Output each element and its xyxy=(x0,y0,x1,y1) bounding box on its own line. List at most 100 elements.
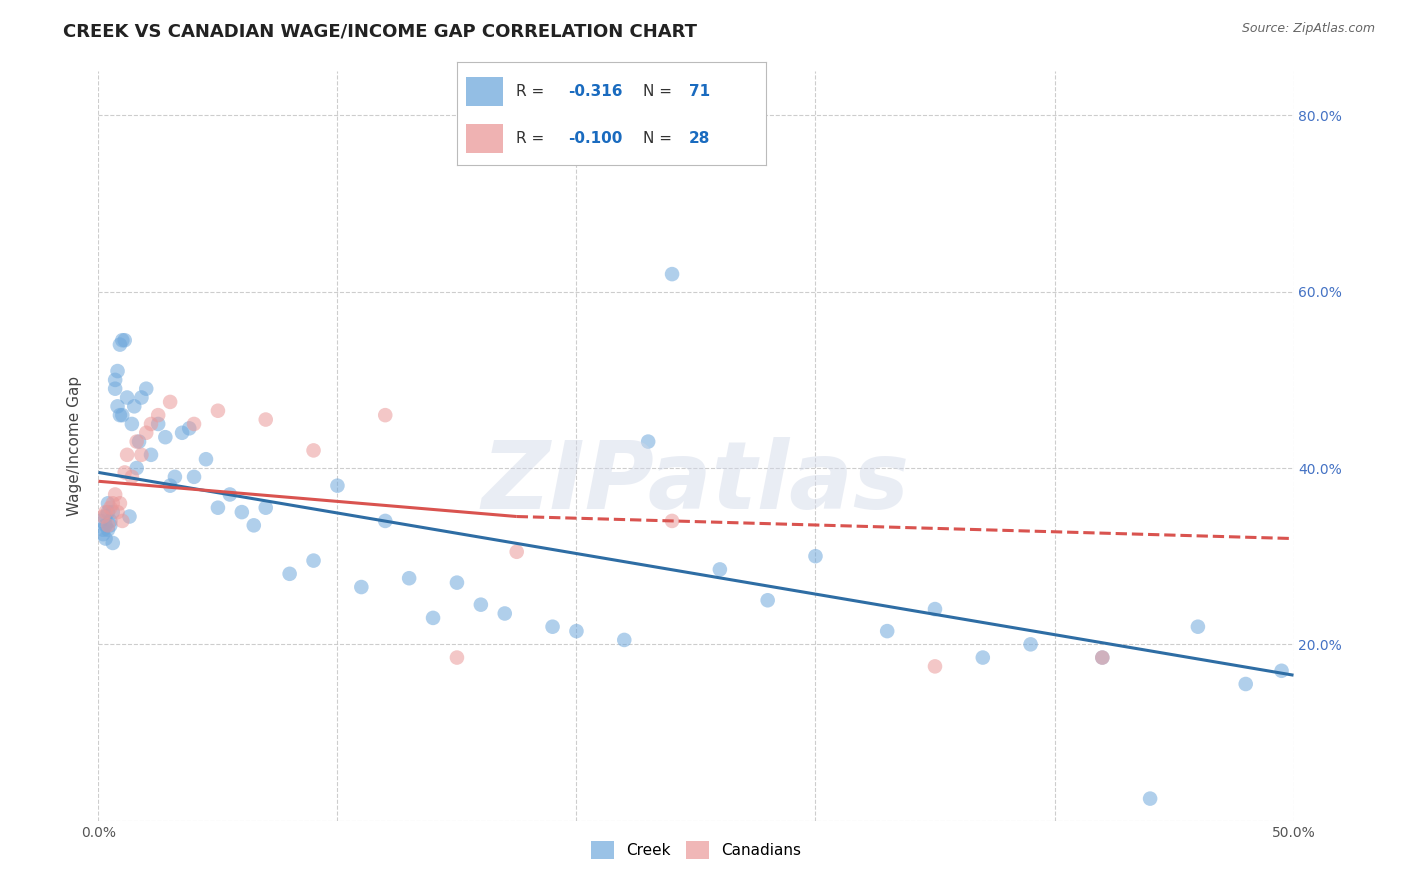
Point xyxy=(219,487,242,501)
Point xyxy=(446,575,468,590)
Point xyxy=(107,505,129,519)
Point xyxy=(254,500,277,515)
Point xyxy=(114,333,136,347)
Point xyxy=(94,505,117,519)
Text: -0.100: -0.100 xyxy=(568,131,623,146)
Point xyxy=(111,408,134,422)
Point xyxy=(139,448,162,462)
Point xyxy=(876,624,898,639)
Point xyxy=(97,496,120,510)
Point xyxy=(155,430,177,444)
Point xyxy=(125,461,148,475)
Point xyxy=(91,523,114,537)
Point xyxy=(124,400,146,414)
Point xyxy=(94,532,117,546)
Point xyxy=(1091,650,1114,665)
Point xyxy=(207,500,229,515)
Point xyxy=(135,382,157,396)
Point xyxy=(661,267,683,281)
Point xyxy=(1271,664,1294,678)
Point xyxy=(541,620,564,634)
Point xyxy=(183,417,205,431)
Point xyxy=(128,434,150,449)
Point xyxy=(804,549,827,564)
Text: Source: ZipAtlas.com: Source: ZipAtlas.com xyxy=(1241,22,1375,36)
Point xyxy=(661,514,683,528)
Point xyxy=(278,566,301,581)
Point xyxy=(104,373,127,387)
Point xyxy=(97,518,120,533)
Point xyxy=(121,470,143,484)
Text: ZIPatlas: ZIPatlas xyxy=(482,437,910,530)
Point xyxy=(159,478,181,492)
Point xyxy=(254,412,277,426)
Point xyxy=(613,632,636,647)
Point xyxy=(470,598,492,612)
Point xyxy=(108,337,131,351)
Point xyxy=(1187,620,1209,634)
Point xyxy=(94,518,117,533)
Text: R =: R = xyxy=(516,131,548,146)
Point xyxy=(104,382,127,396)
Point xyxy=(924,602,946,616)
Point xyxy=(506,545,529,559)
FancyBboxPatch shape xyxy=(467,124,503,153)
Point xyxy=(148,408,170,422)
Point xyxy=(121,417,143,431)
Point xyxy=(374,408,396,422)
Point xyxy=(101,496,124,510)
Point xyxy=(183,470,205,484)
Point xyxy=(108,408,131,422)
Text: 28: 28 xyxy=(689,131,710,146)
Text: -0.316: -0.316 xyxy=(568,84,623,99)
Text: N =: N = xyxy=(643,84,676,99)
Point xyxy=(195,452,218,467)
Point xyxy=(163,470,186,484)
Text: 71: 71 xyxy=(689,84,710,99)
Point xyxy=(302,443,325,458)
Point xyxy=(118,509,141,524)
Point xyxy=(159,395,181,409)
Point xyxy=(131,448,153,462)
Point xyxy=(172,425,194,440)
Point xyxy=(107,364,129,378)
Point xyxy=(972,650,994,665)
Point xyxy=(565,624,588,639)
Point xyxy=(139,417,162,431)
Point xyxy=(1139,791,1161,805)
Point xyxy=(111,333,134,347)
Text: CREEK VS CANADIAN WAGE/INCOME GAP CORRELATION CHART: CREEK VS CANADIAN WAGE/INCOME GAP CORREL… xyxy=(63,22,697,40)
Point xyxy=(115,448,138,462)
Point xyxy=(374,514,396,528)
Point xyxy=(98,500,122,515)
Point xyxy=(98,518,122,533)
Point xyxy=(91,527,114,541)
Point xyxy=(125,434,148,449)
Point xyxy=(350,580,373,594)
Y-axis label: Wage/Income Gap: Wage/Income Gap xyxy=(67,376,83,516)
Point xyxy=(114,466,136,480)
Point xyxy=(97,523,120,537)
Point xyxy=(131,391,153,405)
Point xyxy=(231,505,253,519)
Point xyxy=(924,659,946,673)
Point xyxy=(101,536,124,550)
Point xyxy=(1091,650,1114,665)
Point xyxy=(637,434,659,449)
FancyBboxPatch shape xyxy=(467,77,503,105)
Point xyxy=(91,509,114,524)
Point xyxy=(135,425,157,440)
Point xyxy=(94,509,117,524)
Point xyxy=(115,391,138,405)
Text: R =: R = xyxy=(516,84,548,99)
Point xyxy=(326,478,349,492)
Point xyxy=(1019,637,1042,651)
Point xyxy=(446,650,468,665)
Point xyxy=(302,553,325,567)
Point xyxy=(709,562,731,576)
Point xyxy=(179,421,201,435)
Point xyxy=(148,417,170,431)
Point xyxy=(494,607,516,621)
Text: N =: N = xyxy=(643,131,676,146)
Point xyxy=(207,403,229,417)
